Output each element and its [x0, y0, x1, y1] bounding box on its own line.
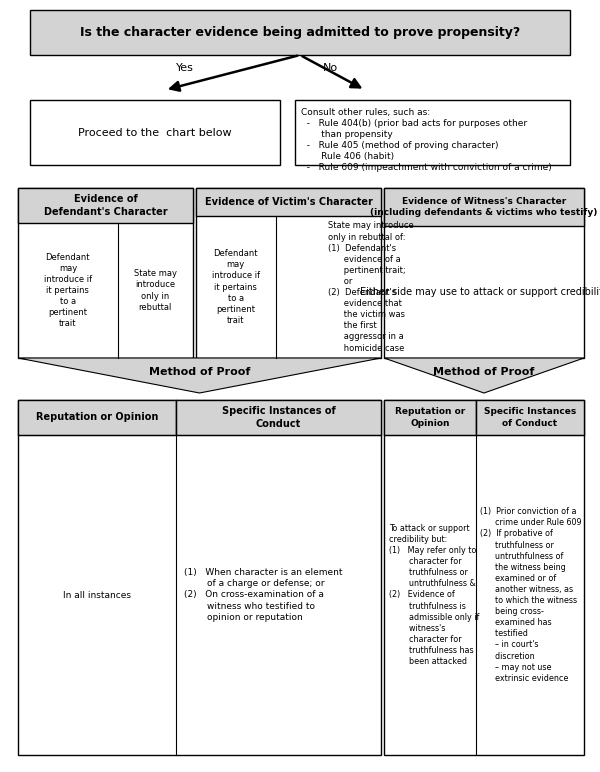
- Text: Evidence of
Defendant's Character: Evidence of Defendant's Character: [44, 195, 167, 217]
- Text: Is the character evidence being admitted to prove propensity?: Is the character evidence being admitted…: [80, 26, 520, 39]
- Text: Specific Instances
of Conduct: Specific Instances of Conduct: [484, 408, 576, 428]
- Text: Evidence of Witness's Character
(including defendants & victims who testify): Evidence of Witness's Character (includi…: [370, 197, 598, 217]
- Text: Method of Proof: Method of Proof: [149, 367, 250, 377]
- Text: Reputation or Opinion: Reputation or Opinion: [36, 412, 158, 422]
- Text: Defendant
may
introduce if
it pertains
to a
pertinent
trait: Defendant may introduce if it pertains t…: [44, 252, 92, 328]
- Text: No: No: [322, 63, 338, 73]
- Text: State may introduce
only in rebuttal of:
(1)  Defendant's
      evidence of a
  : State may introduce only in rebuttal of:…: [328, 222, 414, 353]
- Polygon shape: [384, 358, 584, 393]
- Text: In all instances: In all instances: [63, 591, 131, 600]
- Text: State may
introduce
only in
rebuttal: State may introduce only in rebuttal: [134, 269, 177, 312]
- Text: Specific Instances of
Conduct: Specific Instances of Conduct: [221, 406, 335, 428]
- Text: Method of Proof: Method of Proof: [433, 367, 535, 377]
- Text: Evidence of Victim's Character: Evidence of Victim's Character: [205, 197, 373, 207]
- Bar: [18, 400, 176, 435]
- Bar: [384, 400, 584, 755]
- Bar: [196, 188, 381, 358]
- Bar: [18, 400, 381, 755]
- Bar: [196, 188, 381, 216]
- Text: Either side may use to attack or support credibility: Either side may use to attack or support…: [359, 287, 600, 297]
- Bar: [476, 400, 584, 435]
- Text: Defendant
may
introduce if
it pertains
to a
pertinent
trait: Defendant may introduce if it pertains t…: [212, 249, 260, 325]
- Text: (1)   When character is an element
        of a charge or defense; or
(2)   On c: (1) When character is an element of a ch…: [184, 568, 343, 621]
- Text: Reputation or
Opinion: Reputation or Opinion: [395, 408, 465, 428]
- Bar: [30, 10, 570, 55]
- Text: Consult other rules, such as:
  -   Rule 404(b) (prior bad acts for purposes oth: Consult other rules, such as: - Rule 404…: [301, 108, 552, 172]
- Bar: [295, 100, 570, 165]
- Text: Yes: Yes: [176, 63, 194, 73]
- Text: (1)  Prior conviction of a
      crime under Rule 609
(2)  If probative of
     : (1) Prior conviction of a crime under Ru…: [480, 507, 581, 682]
- Bar: [384, 188, 584, 358]
- Polygon shape: [18, 358, 381, 393]
- Bar: [30, 100, 280, 165]
- Bar: [176, 400, 381, 435]
- Bar: [18, 188, 193, 223]
- Text: Proceed to the  chart below: Proceed to the chart below: [78, 127, 232, 137]
- Text: To attack or support
credibility but:
(1)   May refer only to
        character : To attack or support credibility but: (1…: [389, 524, 479, 666]
- Bar: [384, 400, 476, 435]
- Bar: [18, 188, 193, 358]
- Bar: [384, 188, 584, 226]
